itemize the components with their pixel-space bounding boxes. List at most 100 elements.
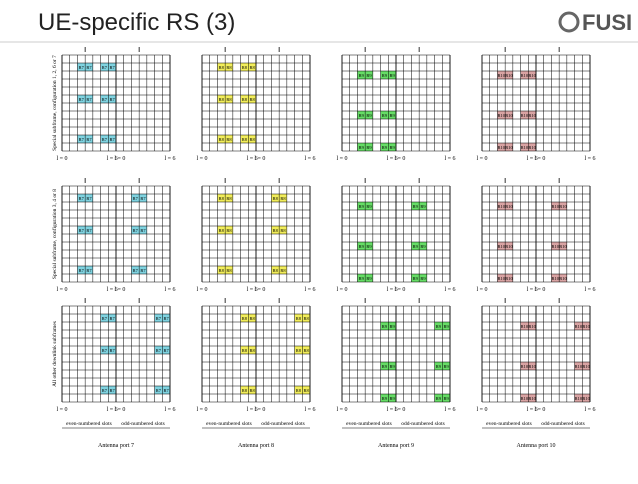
- symbol-label: l = 0: [114, 156, 125, 162]
- rs-label: R7: [86, 228, 92, 233]
- rs-cell: [388, 322, 396, 330]
- rs-label: R9: [366, 204, 372, 209]
- rs-label: R9: [444, 364, 450, 369]
- symbol-label: l = 6: [584, 156, 595, 162]
- rs-label: R7: [86, 196, 92, 201]
- symbol-label: l = 6: [107, 156, 118, 162]
- rs-cell: [154, 314, 163, 322]
- rs-label: R7: [156, 348, 162, 353]
- rs-label: R10: [498, 244, 506, 249]
- rs-cell: [108, 135, 116, 143]
- rs-label: R8: [226, 268, 232, 273]
- rs-label: R9: [390, 396, 396, 401]
- symbol-label: l = 6: [304, 407, 315, 413]
- rs-label: R10: [505, 204, 513, 209]
- rs-cell: [380, 143, 389, 151]
- rs-cell: [77, 194, 86, 202]
- rs-label: R8: [280, 268, 286, 273]
- rs-label: R7: [102, 348, 108, 353]
- odd-slot-label: odd-numbered slots: [541, 421, 585, 427]
- rs-label: R8: [242, 316, 248, 321]
- rs-label: R8: [250, 348, 256, 353]
- symbol-label: l = 6: [164, 287, 175, 293]
- rs-label: R7: [102, 316, 108, 321]
- symbol-label: l = 6: [387, 407, 398, 413]
- rs-label: R7: [133, 268, 139, 273]
- rs-label: R8: [273, 268, 279, 273]
- row-label: All other downlink subframes: [51, 321, 58, 387]
- rs-cell: [162, 386, 170, 394]
- rs-cell: [497, 111, 506, 119]
- symbol-label: l = 0: [114, 287, 125, 293]
- rs-cell: [388, 111, 396, 119]
- symbol-label: l = 0: [476, 287, 487, 293]
- rs-cell: [248, 135, 256, 143]
- rs-label: R10: [528, 145, 536, 150]
- rs-label: R7: [86, 65, 92, 70]
- rs-cell: [520, 394, 529, 402]
- rs-cell: [551, 274, 560, 282]
- antenna-label: Antenna port 7: [98, 443, 134, 449]
- logo-mark: [558, 11, 580, 33]
- rs-label: R10: [552, 244, 560, 249]
- rs-cell: [131, 194, 140, 202]
- symbol-label: l = 0: [56, 287, 67, 293]
- rs-cell: [240, 346, 249, 354]
- rs-cell: [411, 274, 420, 282]
- rs-cell: [582, 322, 590, 330]
- rs-cell: [551, 202, 560, 210]
- symbol-label: l = 6: [304, 287, 315, 293]
- rs-label: R8: [226, 65, 232, 70]
- symbol-label: l = 0: [196, 407, 207, 413]
- rs-label: R7: [79, 97, 85, 102]
- symbol-label: l = 6: [584, 287, 595, 293]
- rs-cell: [528, 394, 536, 402]
- rs-cell: [380, 322, 389, 330]
- rs-cell: [559, 274, 567, 282]
- rs-label: R10: [575, 324, 583, 329]
- rs-label: R10: [559, 276, 567, 281]
- symbol-label: l = 6: [107, 407, 118, 413]
- rs-label: R7: [79, 137, 85, 142]
- rs-label: R10: [521, 113, 529, 118]
- rs-label: R8: [226, 137, 232, 142]
- rs-label: R10: [528, 324, 536, 329]
- symbol-label: l = 6: [387, 287, 398, 293]
- rs-label: R9: [359, 244, 365, 249]
- rs-cell: [411, 202, 420, 210]
- rs-label: R8: [219, 97, 225, 102]
- odd-slot-label: odd-numbered slots: [121, 421, 165, 427]
- rs-cell: [240, 63, 249, 71]
- rs-label: R9: [366, 145, 372, 150]
- rs-label: R7: [140, 196, 146, 201]
- rs-cell: [240, 95, 249, 103]
- rs-cell: [497, 242, 506, 250]
- rs-label: R8: [219, 196, 225, 201]
- rs-cell: [419, 274, 427, 282]
- rs-cell: [520, 143, 529, 151]
- rs-label: R9: [436, 396, 442, 401]
- rs-label: R9: [382, 73, 388, 78]
- rs-label: R10: [498, 145, 506, 150]
- rs-cell: [85, 194, 93, 202]
- rs-label: R7: [156, 388, 162, 393]
- rs-cell: [139, 226, 147, 234]
- rs-cell: [225, 95, 233, 103]
- rs-label: R10: [559, 204, 567, 209]
- rs-cell: [574, 394, 583, 402]
- symbol-label: l = 6: [247, 156, 258, 162]
- rs-cell: [108, 346, 116, 354]
- rs-cell: [139, 266, 147, 274]
- rs-cell: [357, 143, 366, 151]
- rs-label: R8: [226, 97, 232, 102]
- symbol-label: l = 6: [527, 156, 538, 162]
- rs-label: R8: [296, 348, 302, 353]
- rs-cell: [302, 386, 310, 394]
- symbol-label: l = 6: [164, 156, 175, 162]
- symbol-label: l = 0: [476, 156, 487, 162]
- rs-label: R10: [528, 364, 536, 369]
- symbol-label: l = 0: [56, 407, 67, 413]
- symbol-label: l = 6: [444, 287, 455, 293]
- rs-cell: [528, 111, 536, 119]
- rs-label: R10: [582, 396, 590, 401]
